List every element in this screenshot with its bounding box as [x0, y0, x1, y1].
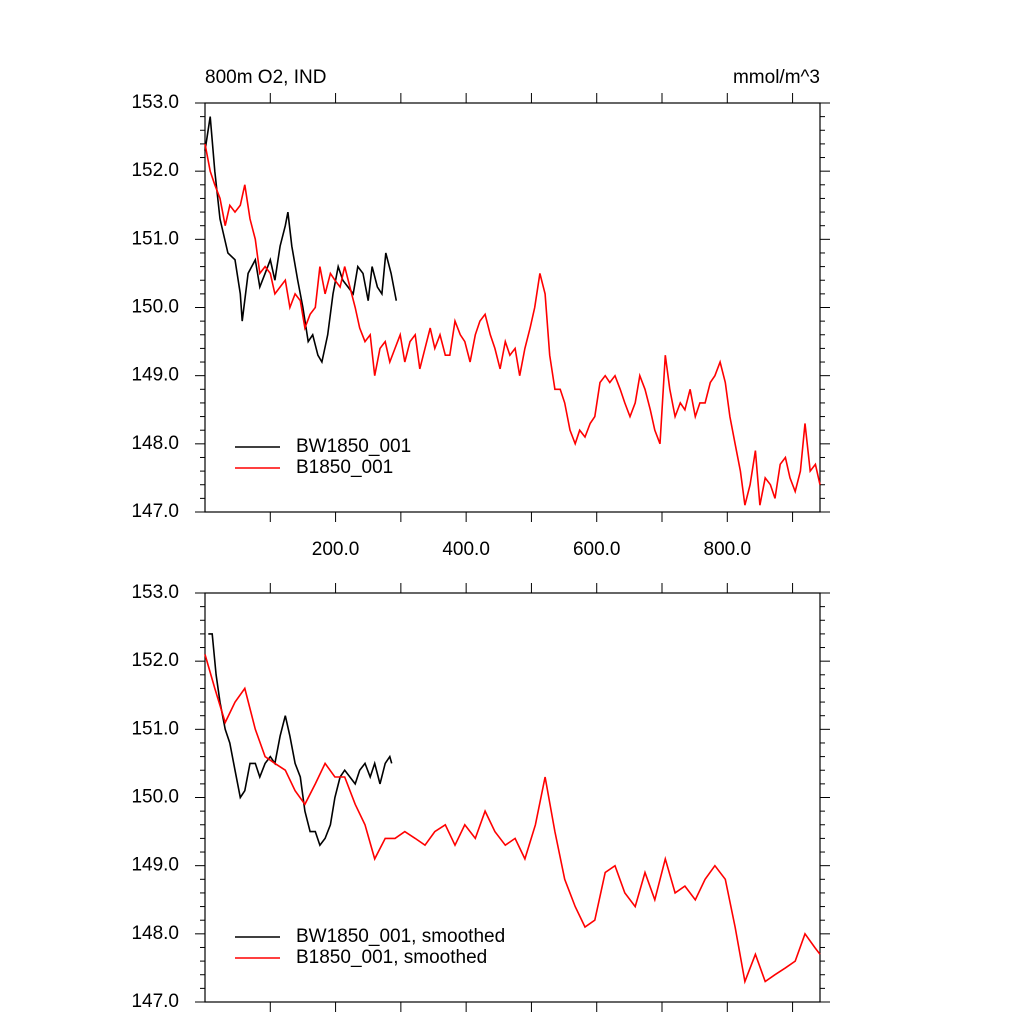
x-tick-label: 400.0	[442, 539, 490, 560]
y-tick-label: 151.0	[131, 228, 179, 249]
legend-label: B1850_001	[296, 457, 393, 478]
y-tick-label: 148.0	[131, 433, 179, 454]
y-tick-label: 148.0	[131, 923, 179, 944]
y-tick-label: 149.0	[131, 365, 179, 386]
data-line	[208, 633, 393, 847]
y-tick-label: 153.0	[131, 92, 179, 113]
y-tick-label: 153.0	[131, 582, 179, 603]
units-label: mmol/m^3	[733, 67, 820, 88]
y-tick-label: 150.0	[131, 787, 179, 808]
y-tick-label: 152.0	[131, 160, 179, 181]
legend-label: BW1850_001	[296, 436, 411, 457]
data-line	[204, 143, 821, 506]
y-tick-label: 149.0	[131, 855, 179, 876]
x-tick-label: 800.0	[704, 539, 752, 560]
y-tick-label: 151.0	[131, 718, 179, 739]
x-tick-label: 600.0	[573, 539, 621, 560]
legend-label: BW1850_001, smoothed	[296, 926, 505, 947]
y-tick-label: 152.0	[131, 650, 179, 671]
y-tick-label: 150.0	[131, 297, 179, 318]
x-tick-label: 200.0	[312, 539, 360, 560]
y-tick-label: 147.0	[131, 991, 179, 1012]
y-tick-label: 147.0	[131, 501, 179, 522]
data-line	[204, 116, 398, 365]
legend-label: B1850_001, smoothed	[296, 947, 487, 968]
data-line	[204, 654, 821, 985]
chart-title: 800m O2, IND	[205, 67, 326, 88]
